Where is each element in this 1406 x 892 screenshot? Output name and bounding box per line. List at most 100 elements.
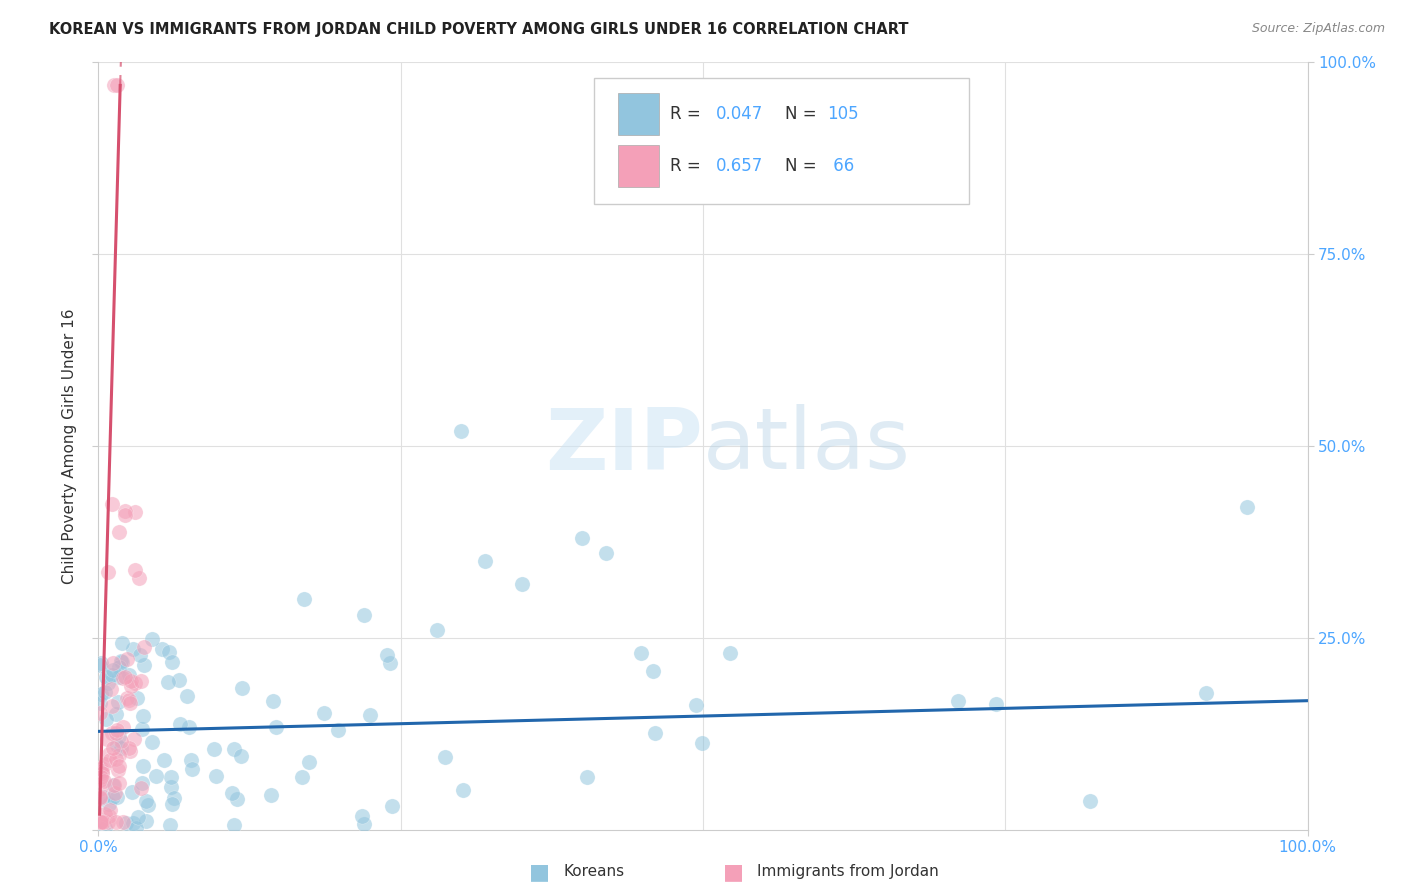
Point [114,508,136,522]
Point [426,623,449,637]
Point [718,646,741,660]
Point [685,698,707,712]
Point [226,792,249,806]
Point [108,776,131,790]
Point [115,652,138,666]
Point [111,655,134,669]
FancyBboxPatch shape [595,78,969,204]
Point [111,671,134,685]
Y-axis label: Child Poverty Among Girls Under 16: Child Poverty Among Girls Under 16 [62,309,77,583]
Text: ZIP: ZIP [546,404,703,488]
Point [222,818,245,832]
Point [104,706,127,721]
Point [97,809,120,823]
Point [510,577,533,591]
Point [169,673,191,687]
Point [571,531,593,545]
Point [91,790,114,805]
Point [641,664,664,678]
Point [90,770,112,784]
Point [101,667,124,681]
Point [231,681,253,696]
Point [474,554,496,568]
Point [108,729,131,743]
Point [353,607,375,622]
Point [181,762,204,776]
Point [97,565,120,579]
Point [141,632,163,647]
Point [97,814,120,829]
Point [107,763,129,777]
Point [328,723,350,737]
Point [132,640,155,654]
Text: Koreans: Koreans [564,864,626,880]
Text: R =: R = [671,157,706,175]
Point [104,726,127,740]
Point [145,768,167,782]
Point [89,791,111,805]
Point [159,818,181,832]
Text: Source: ZipAtlas.com: Source: ZipAtlas.com [1251,22,1385,36]
Point [107,723,129,737]
Point [89,658,111,673]
Point [91,764,114,779]
Point [90,814,112,829]
Point [114,669,136,683]
Point [115,816,138,830]
Point [132,709,155,723]
Text: 105: 105 [828,105,859,123]
Point [163,791,186,805]
Point [107,525,129,540]
Point [100,803,122,817]
Point [202,742,225,756]
Point [115,690,138,705]
Point [110,740,132,755]
Point [101,790,124,805]
Point [118,741,141,756]
Point [91,814,114,829]
Point [114,504,136,518]
FancyBboxPatch shape [619,145,659,186]
Point [108,660,131,674]
Point [128,571,150,585]
Point [298,755,321,769]
Point [90,657,112,671]
Point [127,810,149,824]
Point [97,797,120,812]
Point [353,816,375,830]
Point [292,592,315,607]
Point [89,789,111,804]
Point [124,676,146,690]
Point [266,720,288,734]
Point [595,546,617,560]
Point [94,684,117,698]
Point [90,761,112,775]
Point [575,770,598,784]
Point [89,814,111,829]
Point [177,720,200,734]
Point [103,778,125,792]
Point [160,770,183,784]
Point [122,815,145,830]
Point [129,781,152,796]
Point [157,645,180,659]
Point [377,648,399,662]
Point [153,753,176,767]
Point [101,778,124,792]
Point [107,738,129,752]
Point [1195,686,1218,700]
Point [136,797,159,812]
Point [312,706,335,720]
Point [169,717,191,731]
Point [124,505,146,519]
Point [89,696,111,710]
Point [180,753,202,767]
Point [100,681,122,696]
Point [141,734,163,748]
Point [94,757,117,772]
Point [108,671,131,685]
Point [111,720,134,734]
Point [176,689,198,703]
Point [105,790,128,805]
Point [110,655,132,669]
